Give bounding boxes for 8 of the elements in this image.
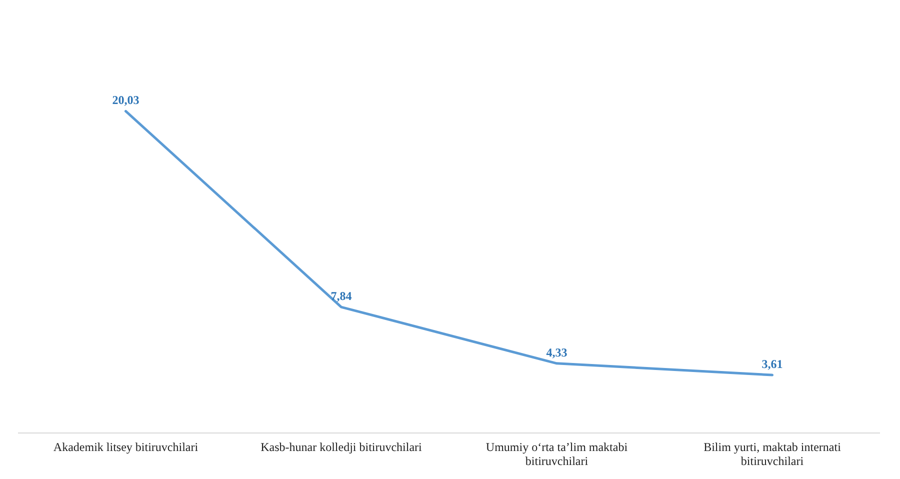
x-tick-label: Umumiy o‘rta ta’lim maktabi bitiruvchilari: [486, 440, 628, 468]
data-label: 20,03: [112, 93, 140, 108]
data-label: 4,33: [546, 345, 568, 360]
data-label: 7,84: [330, 289, 352, 304]
x-tick-label: Bilim yurti, maktab internati bitiruvchilari: [704, 440, 842, 468]
x-tick-label: Akademik litsey bitiruvchilari: [53, 440, 199, 454]
x-tick-label: Kasb-hunar kolledji bitiruvchilari: [260, 440, 423, 454]
data-label: 3,61: [762, 357, 783, 371]
